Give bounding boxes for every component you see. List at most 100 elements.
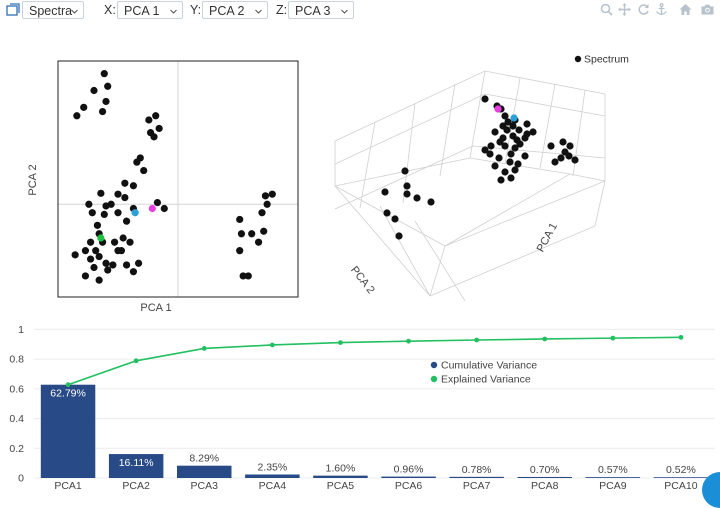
y-axis-select-value: PCA 2 — [209, 4, 245, 18]
scatter-3d-point — [566, 142, 574, 150]
variance-y-tick-label: 0.8 — [9, 354, 24, 366]
scatter-3d-point — [511, 166, 519, 174]
variance-bars: 62.79% 16.11% 8.29% 2.35% 1.60% 0.96% 0.78% 0.7… — [40, 384, 709, 478]
camera-icon[interactable] — [701, 3, 714, 16]
scatter-2d-point — [104, 82, 112, 90]
scatter-3d-point — [491, 128, 499, 136]
dataset-select[interactable]: Spectra — [22, 1, 84, 19]
variance-x-tick-label: PCA8 — [531, 480, 559, 492]
scatter-3d-point — [501, 112, 509, 120]
explained-variance-point — [406, 338, 411, 344]
scatter-2d-point — [254, 238, 263, 246]
scatter-2d-point — [133, 158, 141, 166]
scatter-3d-point — [523, 130, 531, 138]
explained-variance-point — [678, 334, 684, 340]
scatter-3d-point — [395, 232, 403, 240]
scatter-3d-point — [509, 122, 517, 130]
variance-bar-label: 0.57% — [598, 464, 628, 476]
chevron-down-icon — [341, 9, 348, 14]
dataset-select-value: Spectra — [29, 4, 73, 18]
variance-x-tick-label: PCA1 — [54, 480, 82, 492]
scatter-2d-point — [114, 190, 122, 198]
scatter-3d-point — [515, 126, 523, 134]
legend-label-explained: Explained Variance — [441, 374, 531, 386]
variance-bar-label: 1.60% — [326, 463, 356, 475]
scatter-2d-point — [258, 209, 266, 217]
scatter-3d-point — [487, 142, 495, 150]
scatter-2d-point — [153, 199, 162, 207]
variance-y-tick-label: 0.4 — [9, 413, 24, 425]
scatter-2d-point — [102, 259, 110, 267]
scatter-2d-point — [92, 247, 100, 255]
variance-x-tick-label: PCA3 — [191, 480, 219, 492]
variance-bar-label: 0.78% — [462, 464, 492, 476]
legend-label-spectrum: Spectrum — [584, 54, 629, 66]
reset-icon[interactable] — [637, 3, 650, 16]
scatter-3d-point — [403, 190, 411, 198]
scatter-2d-ylabel: PCA 2 — [27, 164, 39, 195]
scatter-2d-point — [145, 116, 153, 124]
scatter-2d-point — [85, 200, 93, 208]
variance-bar — [517, 476, 572, 478]
scatter-3d-points — [381, 95, 579, 240]
scatter-2d-point — [236, 215, 244, 224]
scatter-2d-point — [98, 107, 107, 116]
scatter-3d-point — [507, 150, 515, 158]
variance-bar — [108, 454, 164, 478]
scatter-3d-point — [511, 144, 519, 152]
variance-line — [65, 334, 684, 388]
toolbar: Spectra X: PCA 1 Y: PCA 2 Z: PCA 3 — [0, 0, 720, 22]
explained-variance-point — [338, 340, 343, 345]
scatter-3d-point — [413, 194, 421, 202]
scatter-3d-point — [559, 138, 567, 146]
scatter-2d-point — [260, 227, 268, 235]
chevron-down-icon — [170, 9, 177, 14]
variance-bar-label: 0.52% — [666, 464, 696, 476]
scatter-2d-point — [122, 217, 131, 225]
pan-icon[interactable] — [618, 3, 631, 16]
scatter-2d-point — [152, 112, 160, 120]
variance-chart-panel: 0 0.2 0.4 0.6 0.8 1 62.79% 16.11% 8.29% 2.35% 1.6… — [9, 324, 715, 492]
selection-icon[interactable] — [6, 3, 20, 17]
scatter-2d-point — [248, 230, 256, 238]
variance-bar — [40, 384, 96, 478]
legend-label-cumulative: Cumulative Variance — [441, 360, 537, 372]
x-axis-select[interactable]: PCA 1 — [117, 1, 183, 19]
scatter-2d-point — [114, 209, 122, 217]
zoom-icon[interactable] — [600, 3, 613, 16]
scatter-2d-point — [268, 190, 276, 198]
legend-marker-cumulative — [430, 361, 438, 369]
scatter-2d-point — [121, 193, 129, 202]
scatter-3d-point — [507, 174, 515, 182]
variance-legend: Cumulative Variance Explained Variance — [430, 360, 537, 386]
scatter-3d-point — [506, 158, 514, 166]
scatter-2d-point — [100, 70, 108, 78]
scatter-3d-point — [513, 136, 521, 144]
scatter-2d-point — [71, 251, 79, 259]
scatter-2d-point — [244, 272, 252, 280]
scatter-3d-point — [495, 154, 503, 162]
scatter-2d-point — [104, 266, 112, 274]
explained-variance-point — [474, 337, 480, 343]
explained-variance-point — [65, 382, 71, 388]
y-axis-select[interactable]: PCA 2 — [202, 1, 268, 19]
legend-marker-spectrum — [574, 55, 582, 63]
variance-bar — [585, 477, 641, 478]
legend-marker-explained — [430, 375, 438, 383]
variance-bar — [449, 476, 504, 478]
scatter-2d-point — [160, 204, 168, 213]
home-icon[interactable] — [679, 3, 692, 16]
variance-x-tick-label: PCA9 — [599, 480, 627, 492]
z-axis-select[interactable]: PCA 3 — [288, 1, 354, 19]
scatter-2d-point — [129, 182, 138, 190]
variance-x-tick-label: PCA5 — [327, 480, 355, 492]
scatter-3d-point-highlight — [494, 105, 502, 113]
scatter-2d-panel: PCA 1 PCA 2 — [27, 60, 299, 314]
anchor-icon[interactable] — [655, 3, 668, 16]
scatter-3d-point — [521, 152, 529, 160]
scatter-3d-point — [501, 142, 509, 150]
scatter-2d-point — [122, 261, 131, 269]
scatter-3d-point — [514, 160, 522, 168]
explained-variance-point — [269, 342, 275, 348]
scatter-3d-point — [547, 142, 555, 150]
